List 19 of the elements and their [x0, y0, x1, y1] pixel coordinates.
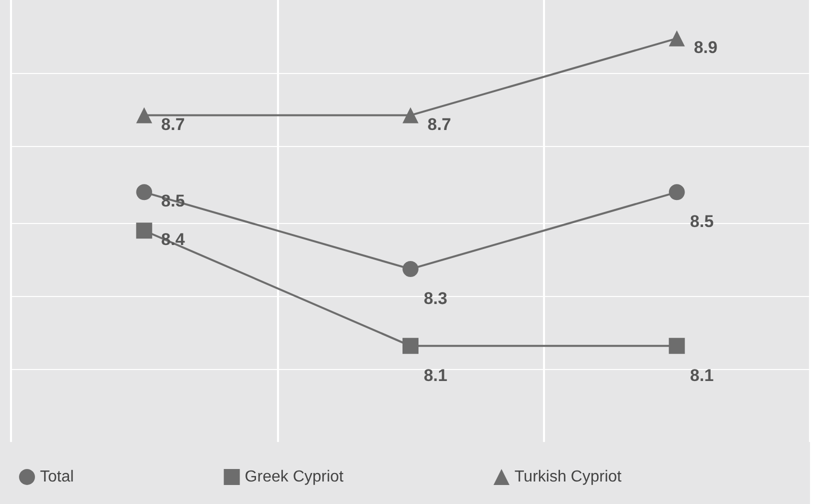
point [402, 261, 418, 278]
data-label: 8.7 [161, 114, 185, 134]
point [136, 222, 152, 239]
point [402, 338, 418, 354]
data-label: 8.3 [424, 289, 448, 308]
point [668, 184, 685, 200]
data-label: 8.1 [424, 366, 448, 385]
data-label: 8.7 [428, 114, 452, 134]
point [668, 30, 685, 46]
point [668, 338, 685, 354]
point [136, 107, 152, 124]
legend-label: Greek Cypriot [244, 468, 344, 486]
legend-label: Turkish Cypriot [514, 468, 622, 486]
point [402, 107, 418, 124]
data-label: 8.9 [694, 38, 718, 57]
data-label: 8.5 [690, 212, 714, 232]
point [136, 184, 152, 200]
data-label: 8.1 [690, 366, 714, 385]
legend-label: Total [40, 468, 74, 486]
